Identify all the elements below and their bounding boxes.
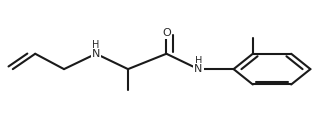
Text: N: N (92, 49, 100, 59)
Text: H: H (92, 40, 100, 50)
Text: N: N (194, 64, 203, 74)
Text: H: H (195, 56, 202, 66)
Text: O: O (162, 28, 171, 38)
